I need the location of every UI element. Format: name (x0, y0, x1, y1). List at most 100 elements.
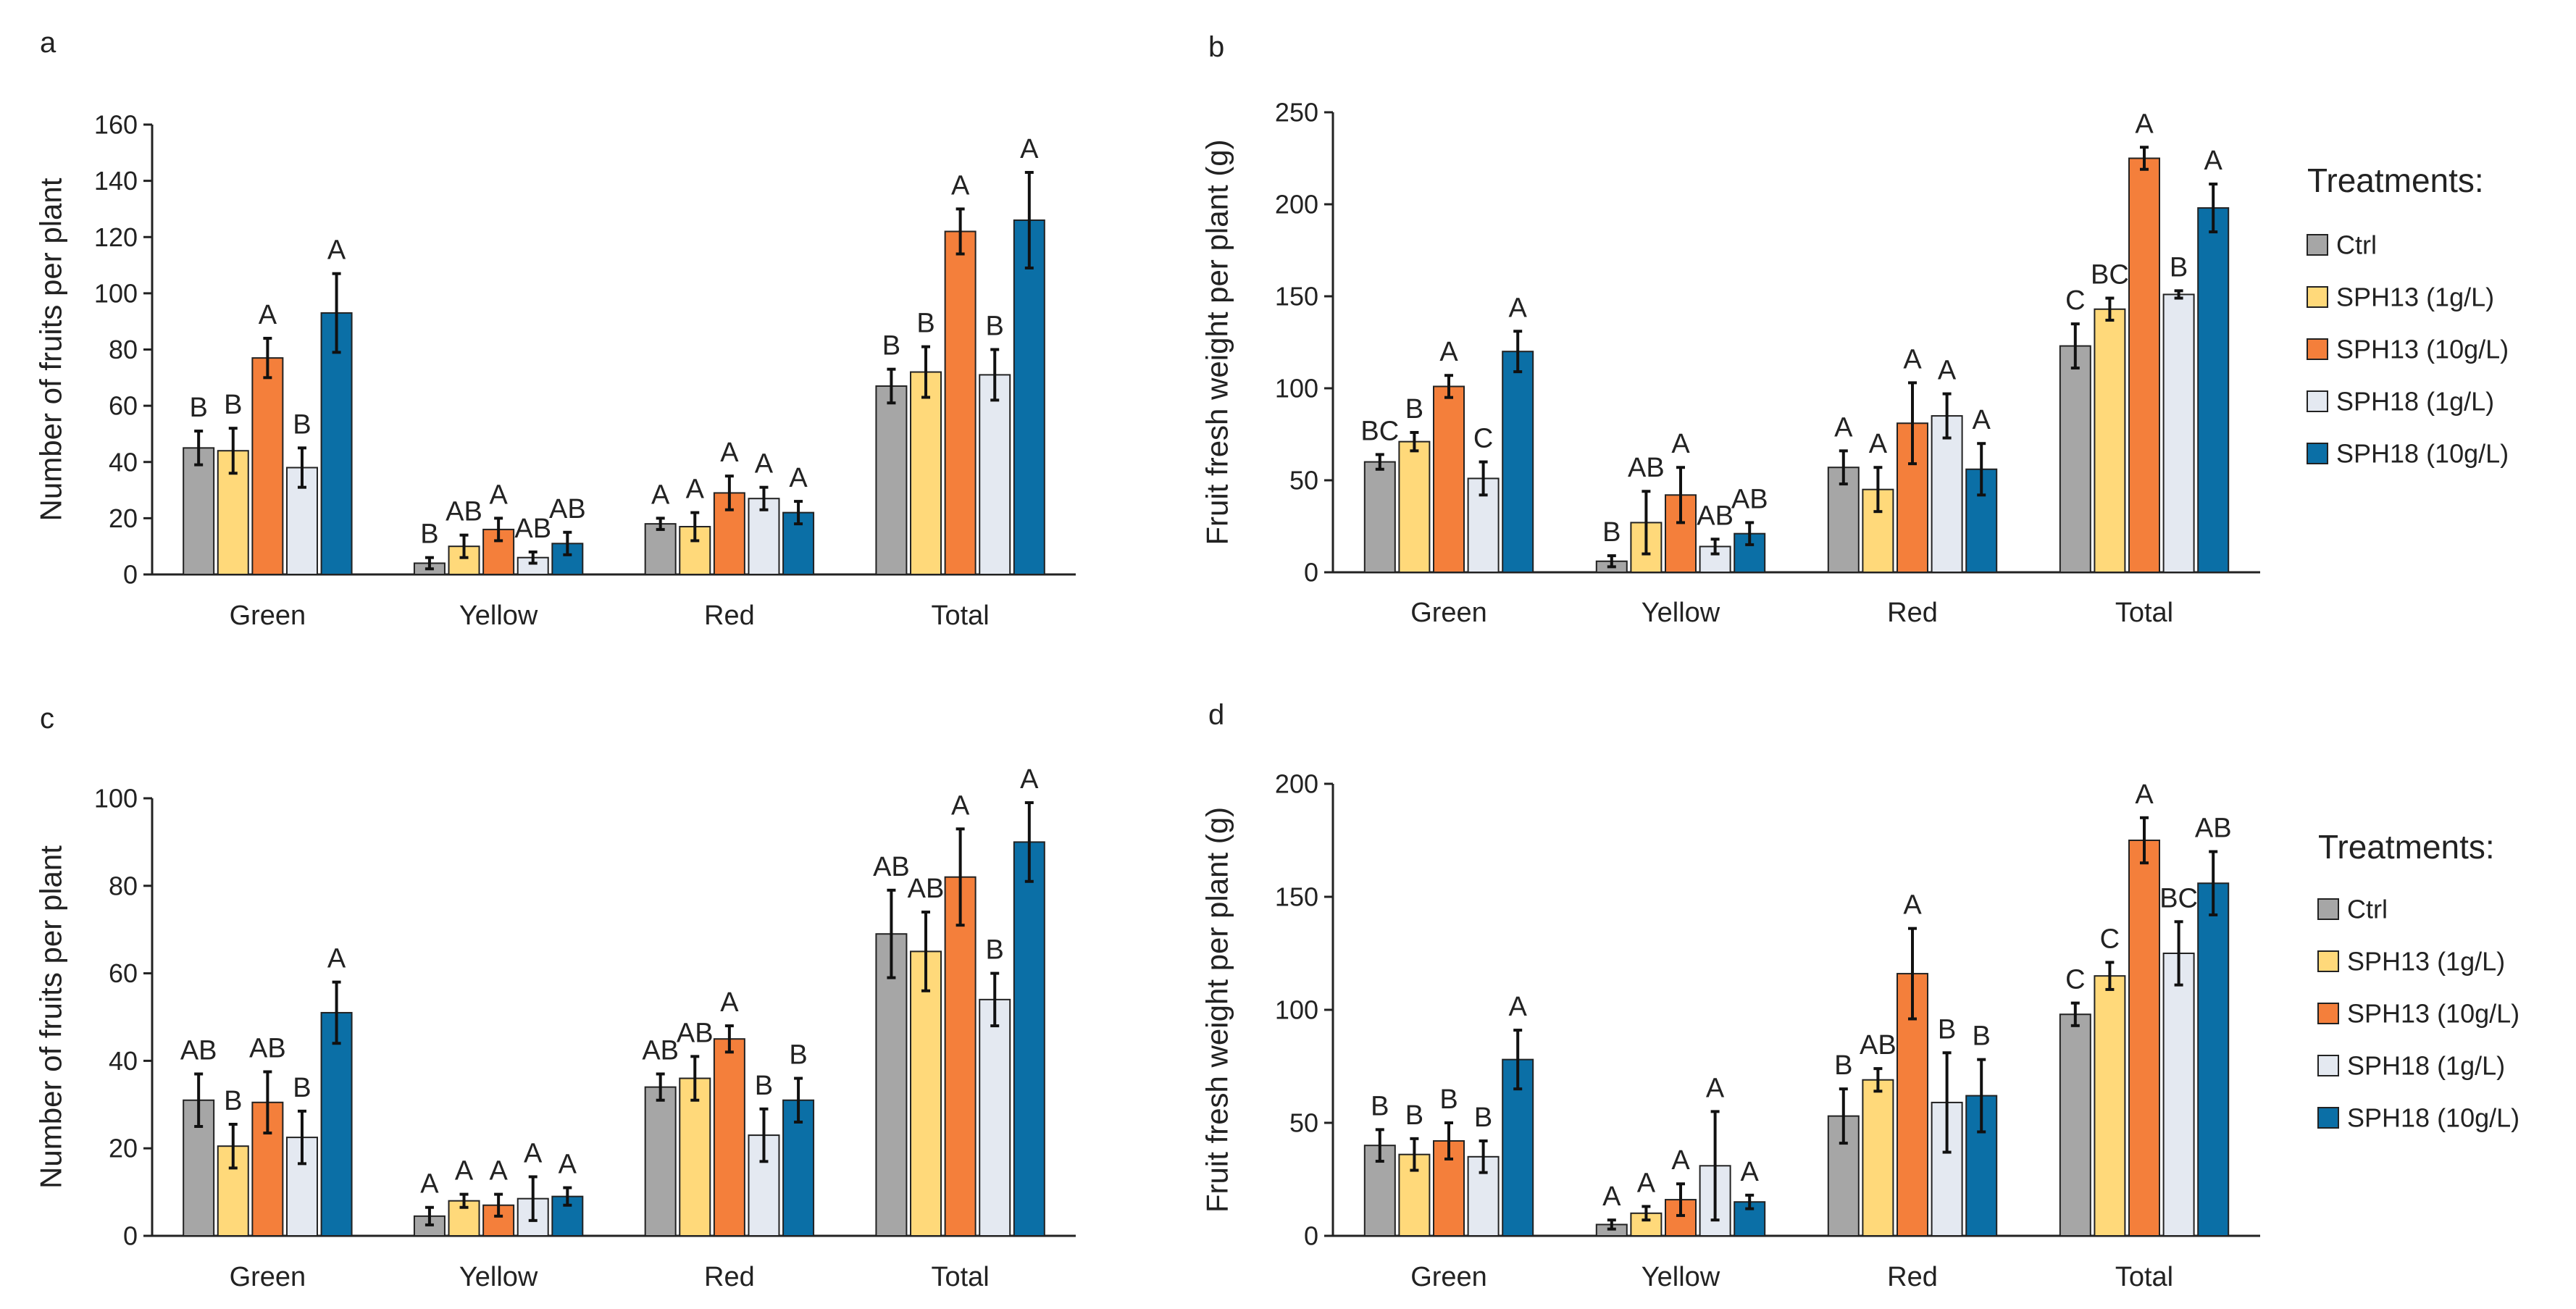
x-tick-label: Green (1410, 1262, 1487, 1292)
significance-letter: B (1405, 1100, 1423, 1131)
significance-letter: A (1903, 890, 1922, 921)
bar-total-s0 (875, 933, 908, 1237)
bar-green-s4 (320, 1011, 353, 1237)
significance-letter: A (2135, 779, 2154, 810)
bar-red-s0 (644, 523, 677, 576)
significance-letter: A (559, 1150, 577, 1180)
x-tick-label: Yellow (459, 601, 538, 631)
significance-letter: C (2065, 965, 2085, 995)
legend-bottom: Treatments: Ctrl SPH13 (1g/L) SPH13 (10g/L)… (2317, 828, 2519, 1133)
y-tick-label: 20 (109, 503, 138, 533)
bar-green-s1 (1398, 440, 1431, 573)
significance-letter: C (2065, 285, 2085, 316)
legend-label: SPH13 (10g/L) (2336, 335, 2509, 364)
significance-letter: B (1474, 1103, 1492, 1133)
panel-letter: c (40, 703, 54, 735)
significance-letter: A (1671, 1145, 1690, 1176)
legend-swatch (2307, 286, 2328, 308)
bar-total-s4 (1013, 219, 1045, 575)
significance-letter: B (1371, 1091, 1389, 1121)
legend-label: Ctrl (2347, 895, 2388, 924)
significance-letter: A (686, 474, 705, 505)
y-tick-label: 100 (94, 784, 138, 814)
bar-total-s0 (2059, 345, 2091, 573)
y-tick-label: 60 (109, 391, 138, 421)
significance-letter: AB (1628, 453, 1665, 483)
significance-letter: AB (642, 1036, 679, 1066)
x-tick-label: Red (1887, 1262, 1938, 1292)
significance-letter: A (720, 987, 739, 1018)
y-tick-label: 100 (94, 278, 138, 308)
x-tick-label: Green (230, 1262, 306, 1292)
significance-letter: A (1741, 1157, 1760, 1187)
significance-letter: A (1903, 344, 1922, 375)
bar-red-s3 (1931, 415, 1963, 573)
y-axis-label: Fruit fresh weight per plant (g) (1200, 807, 1234, 1213)
y-axis-label: Fruit fresh weight per plant (g) (1200, 139, 1234, 545)
y-tick-label: 150 (1275, 282, 1318, 311)
y-tick-label: 80 (109, 335, 138, 364)
bar-green-s4 (1502, 351, 1534, 573)
significance-letter: C (2100, 924, 2120, 954)
significance-letter: B (986, 935, 1004, 966)
bar-red-s2 (713, 1038, 745, 1237)
legend-title: Treatments: (2318, 828, 2495, 866)
significance-letter: AB (249, 1034, 286, 1064)
y-tick-label: 0 (123, 560, 138, 590)
legend-label: SPH13 (10g/L) (2347, 999, 2519, 1029)
bar-total-s0 (2059, 1013, 2091, 1237)
bar-total-s1 (2094, 975, 2126, 1237)
significance-letter: B (1834, 1050, 1852, 1081)
significance-letter: B (224, 390, 242, 420)
y-tick-label: 100 (1275, 995, 1318, 1025)
significance-letter: A (1020, 764, 1039, 795)
significance-letter: AB (514, 514, 551, 544)
significance-letter: A (420, 1169, 439, 1200)
significance-letter: B (882, 331, 900, 361)
panel-letter: d (1208, 699, 1224, 731)
significance-letter: A (1869, 429, 1888, 459)
chart-panel-a: a Number of fruits per plant 0 20 40 60 80 100 1… (34, 27, 1076, 631)
legend-swatch (2317, 1055, 2339, 1076)
x-tick-label: Red (1887, 598, 1938, 628)
y-tick-label: 150 (1275, 882, 1318, 912)
y-tick-label: 160 (94, 110, 138, 140)
significance-letter: AB (908, 874, 945, 904)
significance-letter: B (189, 393, 207, 423)
significance-letter: AB (446, 497, 482, 527)
y-tick-label: 250 (1275, 98, 1318, 127)
bar-total-s2 (2128, 840, 2160, 1237)
legend-swatch (2317, 1107, 2339, 1129)
significance-letter: A (1509, 293, 1528, 323)
bar-total-s4 (2197, 207, 2230, 573)
y-tick-label: 200 (1275, 190, 1318, 219)
significance-letter: A (720, 438, 739, 468)
x-tick-label: Total (931, 1262, 989, 1292)
bar-total-s2 (944, 876, 977, 1237)
significance-letter: AB (1697, 501, 1734, 531)
bar-total-s3 (2162, 293, 2195, 573)
bar-green-s0 (183, 447, 215, 575)
bar-total-s2 (2128, 157, 2160, 573)
significance-letter: A (1834, 412, 1853, 443)
legend-label: SPH18 (10g/L) (2347, 1103, 2519, 1133)
significance-letter: B (420, 519, 438, 550)
legend-label: SPH18 (10g/L) (2336, 439, 2509, 469)
significance-letter: B (789, 1040, 807, 1071)
legend-top: Treatments: Ctrl SPH13 (1g/L) SPH13 (10g/L)… (2307, 162, 2509, 469)
significance-letter: A (951, 790, 970, 821)
bar-total-s3 (2162, 953, 2195, 1237)
bar-green-s4 (320, 312, 353, 575)
significance-letter: B (2170, 252, 2188, 283)
panel-letter: b (1208, 31, 1224, 63)
bar-green-s2 (251, 357, 284, 575)
bar-total-s1 (910, 371, 942, 575)
significance-letter: A (789, 463, 808, 493)
significance-letter: AB (180, 1036, 217, 1066)
significance-letter: A (1509, 992, 1528, 1022)
significance-letter: A (1020, 134, 1039, 164)
y-tick-label: 0 (1304, 1221, 1318, 1251)
bar-green-s2 (251, 1101, 284, 1237)
y-tick-label: 40 (109, 447, 138, 477)
